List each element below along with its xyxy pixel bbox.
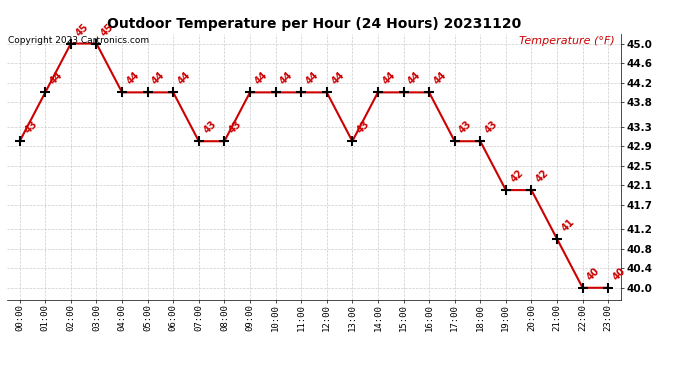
Text: 44: 44 [48,70,65,87]
Text: 40: 40 [585,266,602,282]
Text: 41: 41 [560,217,576,233]
Text: 42: 42 [509,168,525,184]
Text: Copyright 2023 Cartronics.com: Copyright 2023 Cartronics.com [8,36,149,45]
Text: 44: 44 [406,70,423,87]
Text: 43: 43 [355,119,372,136]
Text: 43: 43 [227,119,244,136]
Text: Temperature (°F): Temperature (°F) [519,36,615,46]
Text: 43: 43 [23,119,39,136]
Text: 44: 44 [304,70,321,87]
Text: 45: 45 [99,21,116,38]
Text: 42: 42 [534,168,551,184]
Text: 40: 40 [611,266,628,282]
Text: 43: 43 [201,119,218,136]
Text: 44: 44 [278,70,295,87]
Title: Outdoor Temperature per Hour (24 Hours) 20231120: Outdoor Temperature per Hour (24 Hours) … [107,17,521,31]
Text: 44: 44 [330,70,346,87]
Text: 44: 44 [125,70,141,87]
Text: 44: 44 [432,70,448,87]
Text: 44: 44 [150,70,167,87]
Text: 44: 44 [381,70,397,87]
Text: 44: 44 [176,70,193,87]
Text: 43: 43 [483,119,500,136]
Text: 44: 44 [253,70,269,87]
Text: 45: 45 [74,21,90,38]
Text: 43: 43 [457,119,474,136]
